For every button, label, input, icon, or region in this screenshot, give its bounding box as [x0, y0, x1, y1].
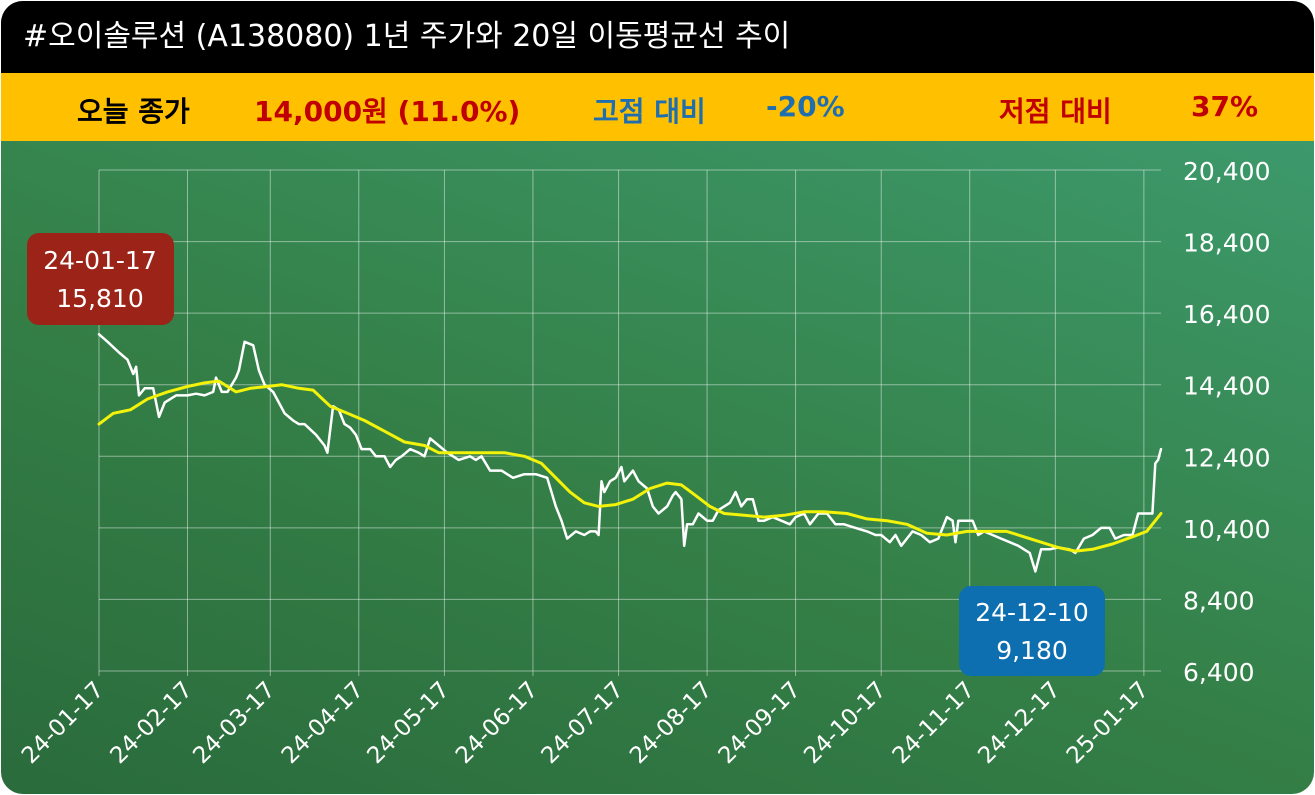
low-annotation-value: 9,180: [996, 636, 1068, 665]
close-price-value: 14,000원 (11.0%): [254, 95, 521, 128]
series-layer: [97, 333, 1163, 573]
x-tick-label: 24-01-17: [17, 677, 109, 769]
high-annotation: 24-01-17 15,810: [27, 233, 174, 325]
grid: [98, 169, 1161, 676]
high-annotation-box: [27, 233, 174, 325]
y-tick-label: 12,400: [1183, 443, 1270, 472]
y-tick-label: 14,400: [1183, 372, 1270, 401]
high-annotation-date: 24-01-17: [43, 246, 156, 275]
page-title: #오이솔루션 (A138080) 1년 주가와 20일 이동평균선 추이: [23, 19, 791, 54]
high-annotation-value: 15,810: [56, 284, 143, 313]
y-tick-label: 20,400: [1183, 157, 1270, 186]
x-tick-label: 24-05-17: [362, 677, 454, 769]
x-tick-label: 24-06-17: [451, 677, 543, 769]
x-tick-label: 24-04-17: [277, 677, 369, 769]
y-tick-label: 10,400: [1183, 515, 1270, 544]
x-tick-label: 24-02-17: [106, 677, 198, 769]
y-tick-label: 16,400: [1183, 300, 1270, 329]
x-tick-label: 24-10-17: [799, 677, 891, 769]
low-annotation-date: 24-12-10: [975, 598, 1088, 627]
y-axis: 6,400 8,400 10,400 12,400 14,400 16,400 18,400…: [1183, 157, 1270, 687]
x-tick-label: 25-01-17: [1062, 677, 1154, 769]
x-tick-label: 24-12-17: [973, 677, 1065, 769]
x-tick-label: 24-08-17: [625, 677, 717, 769]
y-tick-label: 18,400: [1183, 229, 1270, 258]
close-price-label: 오늘 종가: [77, 95, 190, 128]
price-line: [97, 333, 1163, 573]
title-bar: #오이솔루션 (A138080) 1년 주가와 20일 이동평균선 추이: [1, 1, 1314, 73]
moving-average-line: [97, 379, 1163, 553]
vs-low-label: 저점 대비: [999, 95, 1112, 128]
x-tick-label: 24-03-17: [188, 677, 280, 769]
low-annotation: 24-12-10 9,180: [959, 586, 1105, 676]
x-tick-label: 24-09-17: [714, 677, 806, 769]
info-bar: 오늘 종가 14,000원 (11.0%) 고점 대비 -20% 저점 대비 3…: [1, 73, 1314, 141]
vs-high-value: -20%: [766, 90, 845, 123]
x-tick-label: 24-11-17: [888, 677, 980, 769]
vs-low-value: 37%: [1191, 90, 1259, 123]
vs-high-label: 고점 대비: [593, 95, 706, 128]
y-tick-label: 8,400: [1183, 586, 1255, 615]
x-axis: 24-01-1724-02-1724-03-1724-04-1724-05-17…: [17, 677, 1154, 769]
low-annotation-box: [959, 586, 1105, 676]
x-tick-label: 24-07-17: [537, 677, 629, 769]
y-tick-label: 6,400: [1183, 658, 1255, 687]
